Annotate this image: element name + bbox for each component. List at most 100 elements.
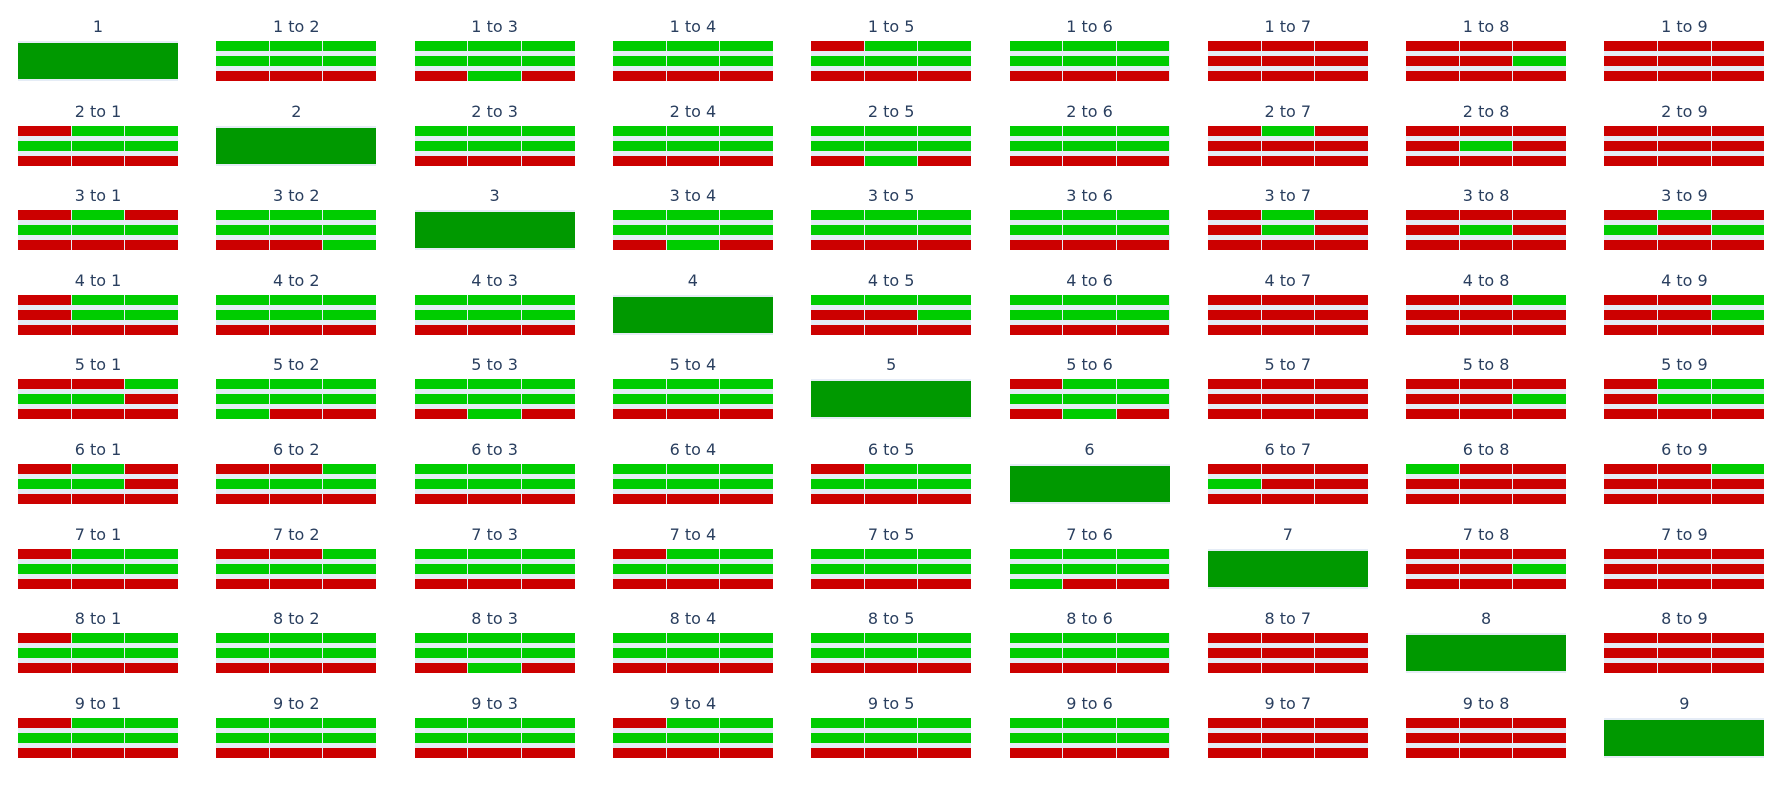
bar-row [612,578,773,589]
gridline [864,633,866,674]
bar-row [1604,663,1765,674]
bar-segment-loss [1512,324,1567,335]
bar-row [1207,71,1368,81]
bar-row [612,225,773,236]
bar-segment-win [467,379,522,390]
bar-row [414,633,575,644]
bar-segment-loss [1459,479,1513,489]
bar-segment-win [1512,394,1567,405]
bar-row [811,732,972,743]
subplot-title: 8 to 9 [1661,609,1708,629]
bar-row [1009,548,1170,559]
bar-segment-win [811,56,865,66]
bar-row [18,563,178,574]
subplot-title: 4 to 9 [1661,270,1708,290]
bar-segment-win [719,464,773,474]
bar-segment-loss [1459,563,1513,574]
bar-row [1207,125,1368,136]
bar-row [1009,394,1170,405]
bar-segment-loss [1512,71,1567,81]
bar-segment-loss [71,324,125,335]
bar-row [216,294,377,305]
bar-row [1009,578,1170,589]
bar-segment-loss [124,240,178,251]
bar-segment-loss [322,747,377,758]
bar-row [18,409,178,420]
subplot-title: 6 [1084,440,1095,459]
bar-segment-loss [414,494,468,504]
bar-segment-win [71,732,125,743]
gridline [1710,548,1712,589]
gridline [917,548,919,589]
bar-row [811,225,972,236]
bar-segment-loss [1406,563,1460,574]
bar-segment-loss [1657,140,1712,151]
gridline [520,294,522,335]
gridline [1313,633,1315,674]
gridline [665,717,667,758]
bar-segment-loss [1314,225,1368,236]
bar-segment-loss [1657,71,1712,81]
bar-segment-loss [1711,41,1765,51]
subplot-title: 6 to 2 [273,440,320,459]
subplot-title: 8 to 4 [669,609,717,629]
bar-segment-win [1657,210,1712,221]
bar-segment-loss [1657,409,1712,420]
bar-segment-win [666,125,720,136]
bar-segment-win [1116,125,1170,136]
gridline [1313,125,1315,166]
subplot-cell: 2 to 1 [18,102,178,176]
bar-segment-loss [1711,210,1765,221]
subplot-title: 8 to 5 [867,609,915,629]
bar-segment-win [269,732,323,743]
bar-segment-win [666,56,720,66]
bar-row [811,56,972,66]
bar-segment-loss [216,494,270,504]
subplot-plot-area [811,464,972,504]
bar-segment-win [322,294,377,305]
gridline [70,548,72,589]
bar-row [18,155,178,166]
subplot-cell: 5 to 7 [1207,355,1368,429]
bar-segment-loss [1009,747,1063,758]
bar-segment-win [1116,648,1170,659]
bar-segment-win [216,409,270,420]
bar-segment-loss [467,747,522,758]
bar-row [811,578,972,589]
subplot-cell: 4 [612,271,773,345]
bar-segment-loss [18,548,72,559]
bar-segment-loss [1406,71,1460,81]
bar-row [1604,394,1765,405]
bar-segment-loss [1406,379,1460,390]
bar-segment-loss [1314,633,1368,644]
gridline [1115,717,1117,758]
gridline [322,210,324,251]
diagonal-bar [1406,635,1567,672]
bar-segment-win [612,479,667,489]
bar-segment-loss [1116,747,1170,758]
bar-segment-win [917,56,972,66]
bar-segment-win [467,125,522,136]
bar-segment-loss [1406,747,1460,758]
bar-segment-loss [216,464,270,474]
gridline [665,633,667,674]
subplot-plot-area [1604,717,1765,758]
bar-segment-win [269,309,323,320]
gridline [1115,548,1117,589]
bar-segment-loss [1009,155,1063,166]
bar-segment-loss [1512,464,1567,474]
bar-segment-win [414,41,468,51]
bar-segment-loss [1657,663,1712,674]
bar-segment-loss [864,578,918,589]
subplot-plot-area [18,294,178,335]
bar-row [414,71,575,81]
bar-segment-win [1261,225,1315,236]
bar-segment-win [864,717,918,728]
bar-segment-win [864,479,918,489]
bar-segment-loss [124,464,178,474]
diagonal-bar [1207,550,1368,587]
bar-segment-win [864,464,918,474]
bar-segment-win [1062,210,1117,221]
bar-segment-win [414,379,468,390]
bar-segment-win [414,732,468,743]
